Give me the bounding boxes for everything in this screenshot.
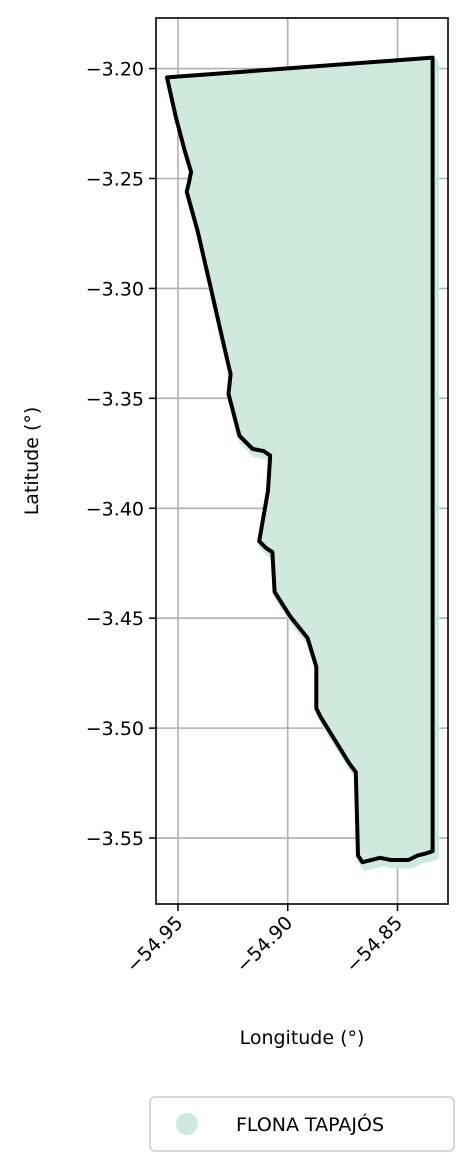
flona-tapajos-boundary <box>165 55 435 865</box>
y-tick-label: −3.50 <box>86 718 144 740</box>
legend-marker <box>176 1113 198 1135</box>
x-axis-label: Longitude (°) <box>240 1027 365 1049</box>
plot-frame <box>155 17 449 905</box>
y-tick-label: −3.25 <box>86 168 144 190</box>
y-tick-label: −3.20 <box>86 59 144 81</box>
y-tick-label: −3.45 <box>86 608 144 630</box>
legend: FLONA TAPAJÓS <box>149 1096 455 1152</box>
legend-box <box>149 1096 455 1152</box>
y-axis-label: Latitude (°) <box>21 407 43 516</box>
y-axis-ticks: −3.20 −3.25 −3.30 −3.35 −3.40 −3.45 −3.50 −3.55 <box>86 59 156 850</box>
y-tick-label: −3.40 <box>86 498 144 520</box>
y-tick-label: −3.30 <box>86 278 144 300</box>
legend-label: FLONA TAPAJÓS <box>236 1112 384 1136</box>
y-tick-label: −3.35 <box>86 388 144 410</box>
region-layer <box>165 55 440 871</box>
y-tick-label: −3.55 <box>86 828 144 850</box>
